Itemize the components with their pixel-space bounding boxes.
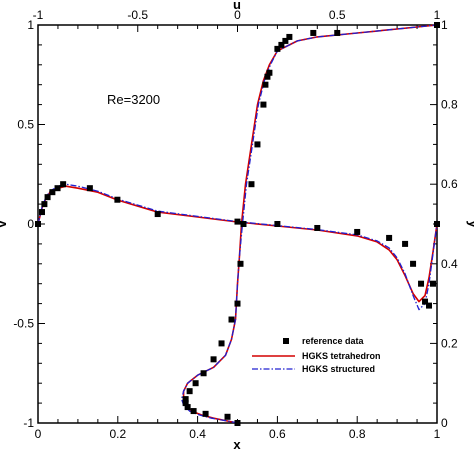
reference-point xyxy=(274,221,281,227)
reference-point xyxy=(228,316,235,323)
reference-point xyxy=(434,22,440,28)
reference-point xyxy=(234,300,241,307)
reference-point xyxy=(262,81,269,88)
x-tick-label: 0.8 xyxy=(349,427,366,441)
y-tick-label: 0.8 xyxy=(441,98,458,112)
y-axis-title: y xyxy=(466,220,474,228)
v-tick-label: 0 xyxy=(27,217,34,231)
reference-point xyxy=(200,370,207,377)
reference-point xyxy=(114,196,121,203)
reference-point xyxy=(41,201,48,208)
reference-point xyxy=(422,298,429,305)
x-tick-label: 0.6 xyxy=(269,427,286,441)
reference-point xyxy=(274,45,281,52)
legend-label-structured: HGKS structured xyxy=(302,364,375,374)
x-tick-label: 0.2 xyxy=(109,427,126,441)
reference-point xyxy=(248,181,255,188)
u-tick-label: -0.5 xyxy=(127,8,148,22)
axis-ticks xyxy=(37,24,438,424)
reference-point xyxy=(334,29,341,36)
reference-point xyxy=(264,73,271,80)
u-tick-label: 1 xyxy=(434,8,441,22)
u-tick-label: -1 xyxy=(33,8,44,22)
reference-point xyxy=(234,218,241,225)
reference-point xyxy=(86,185,93,192)
y-tick-label: 0.4 xyxy=(441,257,458,271)
reference-point xyxy=(426,302,433,309)
y-tick-label: 0.2 xyxy=(441,336,458,350)
reference-point xyxy=(182,400,189,407)
x-tick-label: 1 xyxy=(434,427,441,441)
reference-point xyxy=(418,280,425,287)
reference-point xyxy=(38,209,45,216)
reference-point xyxy=(410,260,417,267)
reference-point xyxy=(35,221,41,227)
v-axis-title: v xyxy=(0,220,9,228)
legend-label-tetrahedron: HGKS tetrahedron xyxy=(302,351,381,361)
x-tick-label: 0 xyxy=(35,427,42,441)
reference-point xyxy=(190,408,197,415)
reference-point xyxy=(186,388,193,395)
reference-point xyxy=(54,185,61,192)
reference-point xyxy=(402,240,409,247)
v-tick-label: -0.5 xyxy=(13,317,34,331)
u-tick-label: 0 xyxy=(234,8,241,22)
reference-point xyxy=(386,234,393,241)
series-layer xyxy=(35,22,440,426)
u-axis-title: u xyxy=(233,0,241,12)
reference-point xyxy=(254,141,261,148)
reference-point xyxy=(202,410,209,417)
v-tick-label: 0.5 xyxy=(17,118,34,132)
reference-point xyxy=(266,69,273,76)
reference-point xyxy=(260,101,267,108)
reference-point xyxy=(60,181,67,188)
reference-point xyxy=(210,356,217,363)
reference-point xyxy=(182,396,189,403)
reference-point xyxy=(234,420,241,426)
u-tick-label: 0.5 xyxy=(329,8,346,22)
reference-point xyxy=(224,413,231,420)
reference-point xyxy=(430,280,437,287)
legend-marker-reference xyxy=(283,338,289,344)
legend: reference data HGKS tetrahedron HGKS str… xyxy=(252,336,381,374)
reference-point xyxy=(49,189,56,196)
reference-point xyxy=(310,29,317,36)
reference-point xyxy=(184,404,191,411)
legend-label-reference: reference data xyxy=(302,336,365,346)
y-tick-label: 0 xyxy=(441,416,448,430)
reference-point xyxy=(44,194,51,201)
reference-point xyxy=(218,340,225,347)
y-tick-label: 1 xyxy=(441,18,448,32)
x-axis-title: x xyxy=(233,437,241,452)
reference-point xyxy=(278,41,285,48)
reynolds-annotation: Re=3200 xyxy=(107,92,160,107)
reference-point xyxy=(354,228,361,235)
reference-point xyxy=(154,211,161,218)
reference-point xyxy=(434,221,440,227)
axis-tick-labels: 0 0.2 0.4 0.6 0.8 1-1 -0.5 0 0.5 1-1-0.500.5100.2… xyxy=(13,8,458,441)
reference-point xyxy=(286,33,293,40)
reference-point xyxy=(240,221,247,227)
reference-point xyxy=(192,380,199,387)
y-tick-label: 0.6 xyxy=(441,177,458,191)
v-tick-label: 1 xyxy=(27,18,34,32)
x-tick-label: 0.4 xyxy=(189,427,206,441)
reference-point xyxy=(282,37,289,44)
reference-point xyxy=(237,260,244,267)
reference-point xyxy=(314,224,321,231)
v-tick-label: -1 xyxy=(23,416,34,430)
